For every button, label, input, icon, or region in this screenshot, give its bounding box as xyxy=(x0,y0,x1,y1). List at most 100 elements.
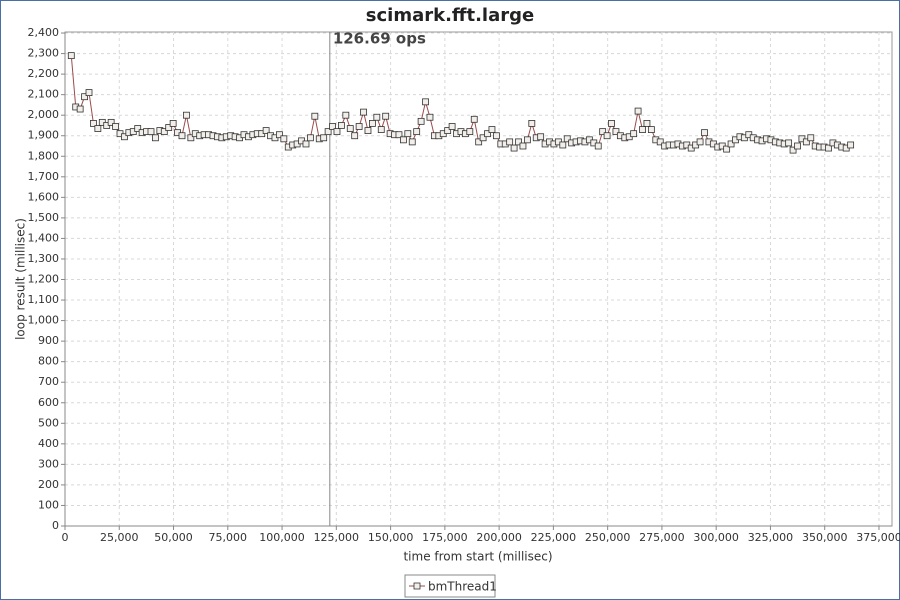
x-tick-label: 250,000 xyxy=(585,531,631,544)
point xyxy=(519,142,527,150)
point xyxy=(492,132,500,140)
point xyxy=(701,129,708,137)
point xyxy=(134,125,142,132)
point xyxy=(307,134,314,142)
point xyxy=(395,131,403,139)
point xyxy=(152,134,159,142)
point xyxy=(320,134,328,142)
y-tick-label: 1,900 xyxy=(28,129,60,142)
x-tick-label: 0 xyxy=(62,531,69,544)
x-tick-label: 175,000 xyxy=(422,531,468,544)
y-tick-label: 300 xyxy=(38,457,59,470)
point xyxy=(187,134,195,142)
y-tick-label: 1,700 xyxy=(28,170,60,183)
x-tick-label: 50,000 xyxy=(154,531,193,544)
y-tick-label: 0 xyxy=(52,519,59,532)
plot-area xyxy=(64,31,893,527)
y-tick-label: 800 xyxy=(38,355,59,368)
point xyxy=(262,127,270,134)
point xyxy=(612,128,620,136)
point xyxy=(183,111,190,119)
point xyxy=(484,130,491,138)
x-tick-label: 125,000 xyxy=(314,531,360,544)
y-tick-label: 100 xyxy=(38,498,59,511)
point xyxy=(413,128,421,136)
x-tick-label: 275,000 xyxy=(639,531,685,544)
point xyxy=(364,127,372,134)
y-tick-label: 1,800 xyxy=(28,149,60,162)
y-tick-label: 1,000 xyxy=(28,314,60,327)
point xyxy=(76,105,84,113)
point xyxy=(794,142,801,150)
chart-title: scimark.fft.large xyxy=(366,5,534,26)
y-tick-label: 1,200 xyxy=(28,273,60,286)
point xyxy=(647,126,655,133)
point xyxy=(399,136,407,144)
point xyxy=(807,134,815,142)
point xyxy=(422,98,429,106)
point xyxy=(178,132,186,140)
point xyxy=(121,133,128,141)
point xyxy=(276,131,283,139)
point xyxy=(727,140,735,148)
y-tick-label: 2,300 xyxy=(28,47,60,60)
point xyxy=(311,112,319,120)
x-tick-label: 350,000 xyxy=(802,531,848,544)
point xyxy=(448,123,456,130)
y-tick-label: 2,100 xyxy=(28,88,60,101)
point xyxy=(594,142,602,150)
x-tick-label: 300,000 xyxy=(693,531,739,544)
point xyxy=(634,107,642,115)
point xyxy=(599,128,607,136)
point xyxy=(563,135,571,143)
x-tick-label: 200,000 xyxy=(476,531,522,544)
y-tick-label: 500 xyxy=(38,416,59,429)
legend-marker xyxy=(413,582,421,590)
point xyxy=(67,52,75,60)
x-axis-label: time from start (millisec) xyxy=(403,550,552,564)
point xyxy=(107,118,115,126)
x-tick-label: 325,000 xyxy=(748,531,794,544)
point xyxy=(639,126,646,133)
point xyxy=(85,89,93,96)
point xyxy=(656,138,664,146)
point xyxy=(280,135,288,143)
y-tick-label: 700 xyxy=(38,375,59,388)
point xyxy=(466,128,474,136)
y-tick-label: 2,200 xyxy=(28,67,60,80)
y-tick-label: 1,600 xyxy=(28,190,60,203)
y-tick-label: 1,400 xyxy=(28,231,60,244)
point xyxy=(369,120,376,127)
point xyxy=(165,124,173,131)
y-tick-label: 2,000 xyxy=(28,108,60,121)
x-tick-label: 375,000 xyxy=(856,531,900,544)
point xyxy=(417,117,425,125)
y-tick-label: 1,100 xyxy=(28,293,60,306)
point xyxy=(404,130,412,138)
x-tick-label: 75,000 xyxy=(209,531,248,544)
point xyxy=(825,144,832,152)
point xyxy=(408,138,416,146)
legend-label: bmThread1 xyxy=(428,580,497,594)
x-tick-label: 100,000 xyxy=(259,531,305,544)
point xyxy=(112,123,119,130)
point xyxy=(329,123,336,130)
y-tick-label: 400 xyxy=(38,437,59,450)
point xyxy=(479,134,487,142)
point xyxy=(382,112,390,120)
y-tick-label: 200 xyxy=(38,478,59,491)
point xyxy=(789,146,797,154)
legend-box xyxy=(404,574,496,598)
point xyxy=(559,141,567,149)
point xyxy=(470,115,478,123)
y-tick-label: 900 xyxy=(38,334,59,347)
point xyxy=(515,138,522,146)
point xyxy=(630,130,638,138)
point xyxy=(377,126,385,133)
point xyxy=(147,128,155,136)
point xyxy=(338,122,345,129)
point xyxy=(90,120,97,127)
point xyxy=(847,141,855,149)
point xyxy=(324,128,332,136)
